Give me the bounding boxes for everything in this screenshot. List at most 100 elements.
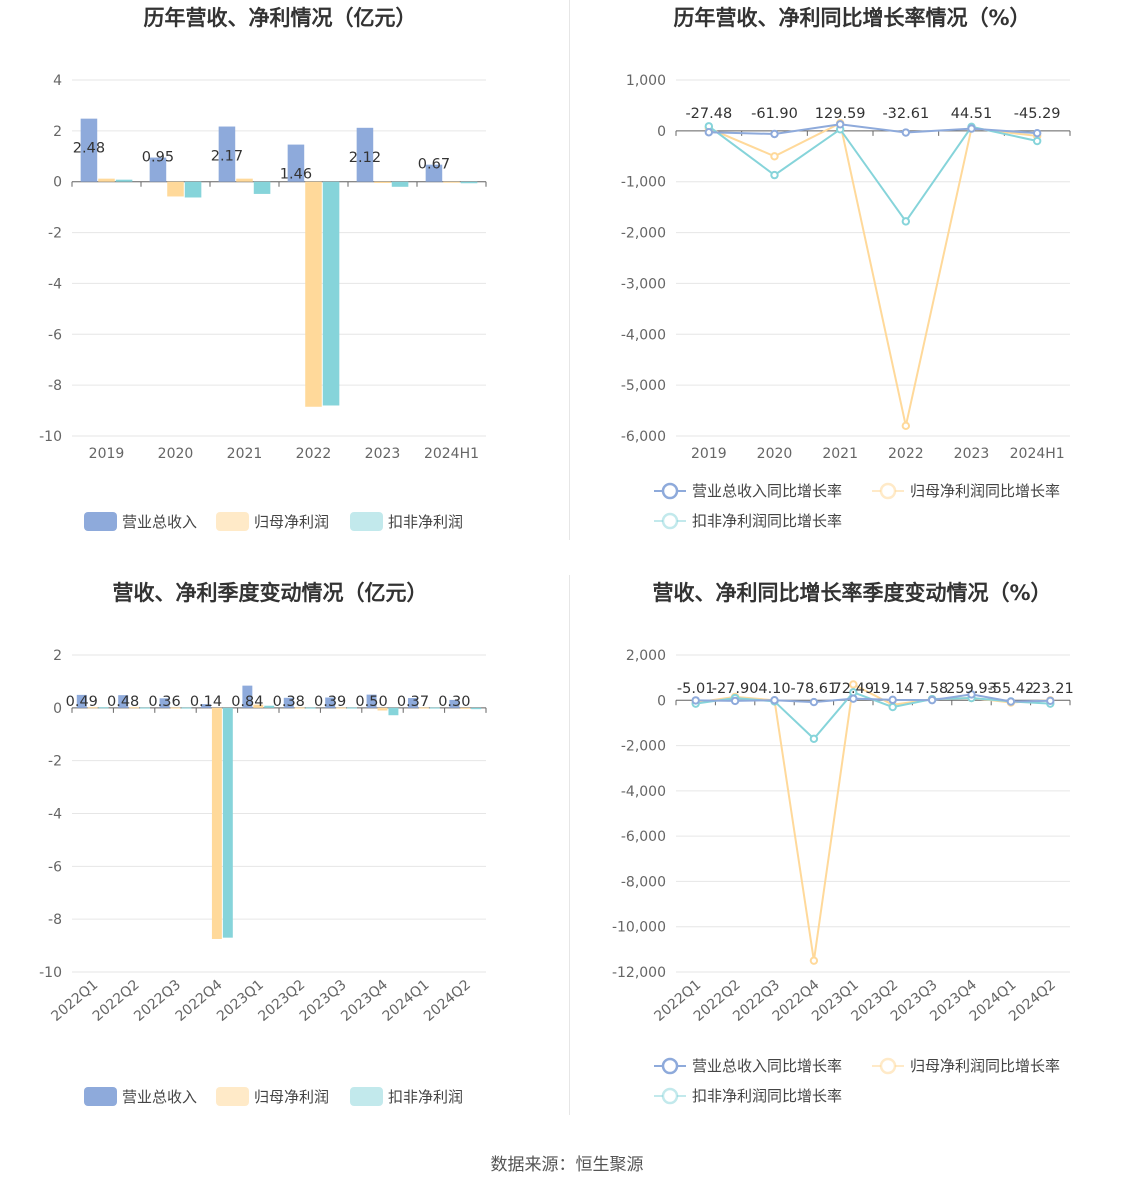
- series-point: [1006, 697, 1016, 706]
- data-label: 1.46: [280, 167, 312, 183]
- bar: [374, 181, 391, 183]
- bar: [418, 707, 429, 709]
- annual-values-chart: 历年营收、净利情况（亿元） 4 2 0 -2 -4 -6 -8 -10 2019 2020 2021 2…: [0, 0, 567, 545]
- series-point: [901, 128, 911, 137]
- legend-swatch: [216, 512, 249, 531]
- bar: [242, 685, 253, 708]
- bar: [184, 181, 202, 198]
- bar: [391, 181, 409, 187]
- y-tick-label: 0: [53, 175, 62, 191]
- y-tick-label: -6,000: [621, 829, 666, 845]
- bar: [253, 704, 264, 708]
- bar: [471, 707, 482, 710]
- legend-marker: [661, 1087, 679, 1105]
- y-tick-label: -4,000: [621, 784, 666, 800]
- data-label: 129.59: [815, 106, 866, 122]
- y-tick-label: -6: [48, 859, 62, 875]
- legend-label: 扣非净利润: [388, 513, 463, 531]
- data-label: 2.48: [73, 141, 105, 157]
- data-label: 0.67: [418, 157, 450, 173]
- data-label: 4.10: [758, 681, 790, 697]
- legend-label: 营业总收入: [122, 513, 197, 531]
- y-tick-label: -4,000: [621, 327, 666, 343]
- bar: [366, 694, 377, 708]
- data-label: 0.30: [438, 694, 470, 710]
- y-tick-label: -2: [48, 226, 62, 242]
- bar: [283, 697, 294, 708]
- bar: [118, 695, 129, 708]
- data-label: -32.61: [882, 106, 929, 122]
- legend-swatch: [84, 1087, 117, 1106]
- bar: [429, 707, 440, 709]
- bar: [264, 705, 275, 708]
- bar: [460, 181, 478, 184]
- bar: [98, 707, 109, 709]
- y-tick-label: -2,000: [621, 739, 666, 755]
- y-tick-label: -4: [48, 807, 62, 823]
- bar: [98, 178, 115, 182]
- data-label: 259.93: [946, 681, 997, 697]
- data-label: -78.61: [791, 681, 838, 697]
- series-point: [1032, 128, 1042, 138]
- data-label: 0.84: [231, 694, 263, 710]
- y-tick-label: 2: [53, 648, 62, 664]
- series-point: [730, 696, 740, 706]
- legend-label: 归母净利润: [254, 1088, 329, 1106]
- bar: [129, 707, 140, 709]
- legend-marker: [879, 482, 897, 500]
- bar: [76, 694, 87, 708]
- series-point: [967, 124, 976, 133]
- x-tick-label: 2020: [757, 446, 793, 462]
- bar: [305, 707, 316, 709]
- series-point: [770, 695, 779, 705]
- bar: [222, 707, 233, 938]
- x-tick-label: 2021: [227, 446, 263, 462]
- legend-label: 扣非净利润同比增长率: [692, 512, 842, 530]
- series-line: [708, 121, 1038, 427]
- data-label: 0.95: [142, 150, 174, 166]
- y-tick-label: -8: [48, 378, 62, 394]
- bar: [115, 179, 133, 182]
- y-tick-label: 0: [657, 124, 666, 140]
- y-tick-label: -2: [48, 754, 62, 770]
- bar: [407, 698, 418, 708]
- data-label: -55.42: [988, 681, 1035, 697]
- bar: [149, 157, 167, 182]
- bar: [294, 707, 305, 709]
- y-tick-label: 1,000: [626, 73, 666, 89]
- y-tick-label: -6,000: [621, 429, 666, 445]
- y-tick-label: 0: [53, 701, 62, 717]
- bar: [170, 707, 181, 709]
- series-line: [708, 123, 1038, 136]
- chart-title: 营收、净利季度变动情况（亿元）: [113, 581, 428, 605]
- y-tick-label: -8,000: [621, 874, 666, 890]
- y-tick-label: 2,000: [626, 648, 666, 664]
- bar: [322, 181, 340, 406]
- y-tick-label: -4: [48, 276, 62, 292]
- data-label: -45.29: [1014, 106, 1061, 122]
- bar: [325, 697, 336, 708]
- data-label: 0.49: [66, 694, 98, 710]
- x-tick-label: 2019: [89, 446, 125, 462]
- series-point: [809, 734, 819, 743]
- series-point: [849, 680, 858, 689]
- x-tick-label: 2024H1: [424, 446, 479, 462]
- x-tick-label: 2023: [954, 446, 990, 462]
- quarterly-growth-svg: 营收、净利同比增长率季度变动情况（%） 2,000 0 -2,000 -4,000 -6,…: [612, 581, 1074, 1105]
- series-point: [1032, 136, 1042, 146]
- bar: [181, 707, 192, 709]
- y-tick-label: -10: [39, 965, 62, 981]
- y-tick-label: -10,000: [612, 920, 666, 936]
- legend-swatch: [350, 1087, 383, 1106]
- series-point: [809, 956, 819, 965]
- bar: [460, 707, 471, 709]
- series-point: [809, 697, 819, 707]
- data-label: 44.51: [951, 106, 993, 122]
- y-tick-label: -3,000: [621, 276, 666, 292]
- y-tick-label: 4: [53, 73, 62, 89]
- series-line: [695, 682, 1051, 961]
- data-label: 2.12: [349, 150, 381, 166]
- y-tick-label: -1,000: [621, 175, 666, 191]
- chart-title: 历年营收、净利同比增长率情况（%）: [673, 6, 1030, 30]
- data-label: 72.49: [833, 681, 875, 697]
